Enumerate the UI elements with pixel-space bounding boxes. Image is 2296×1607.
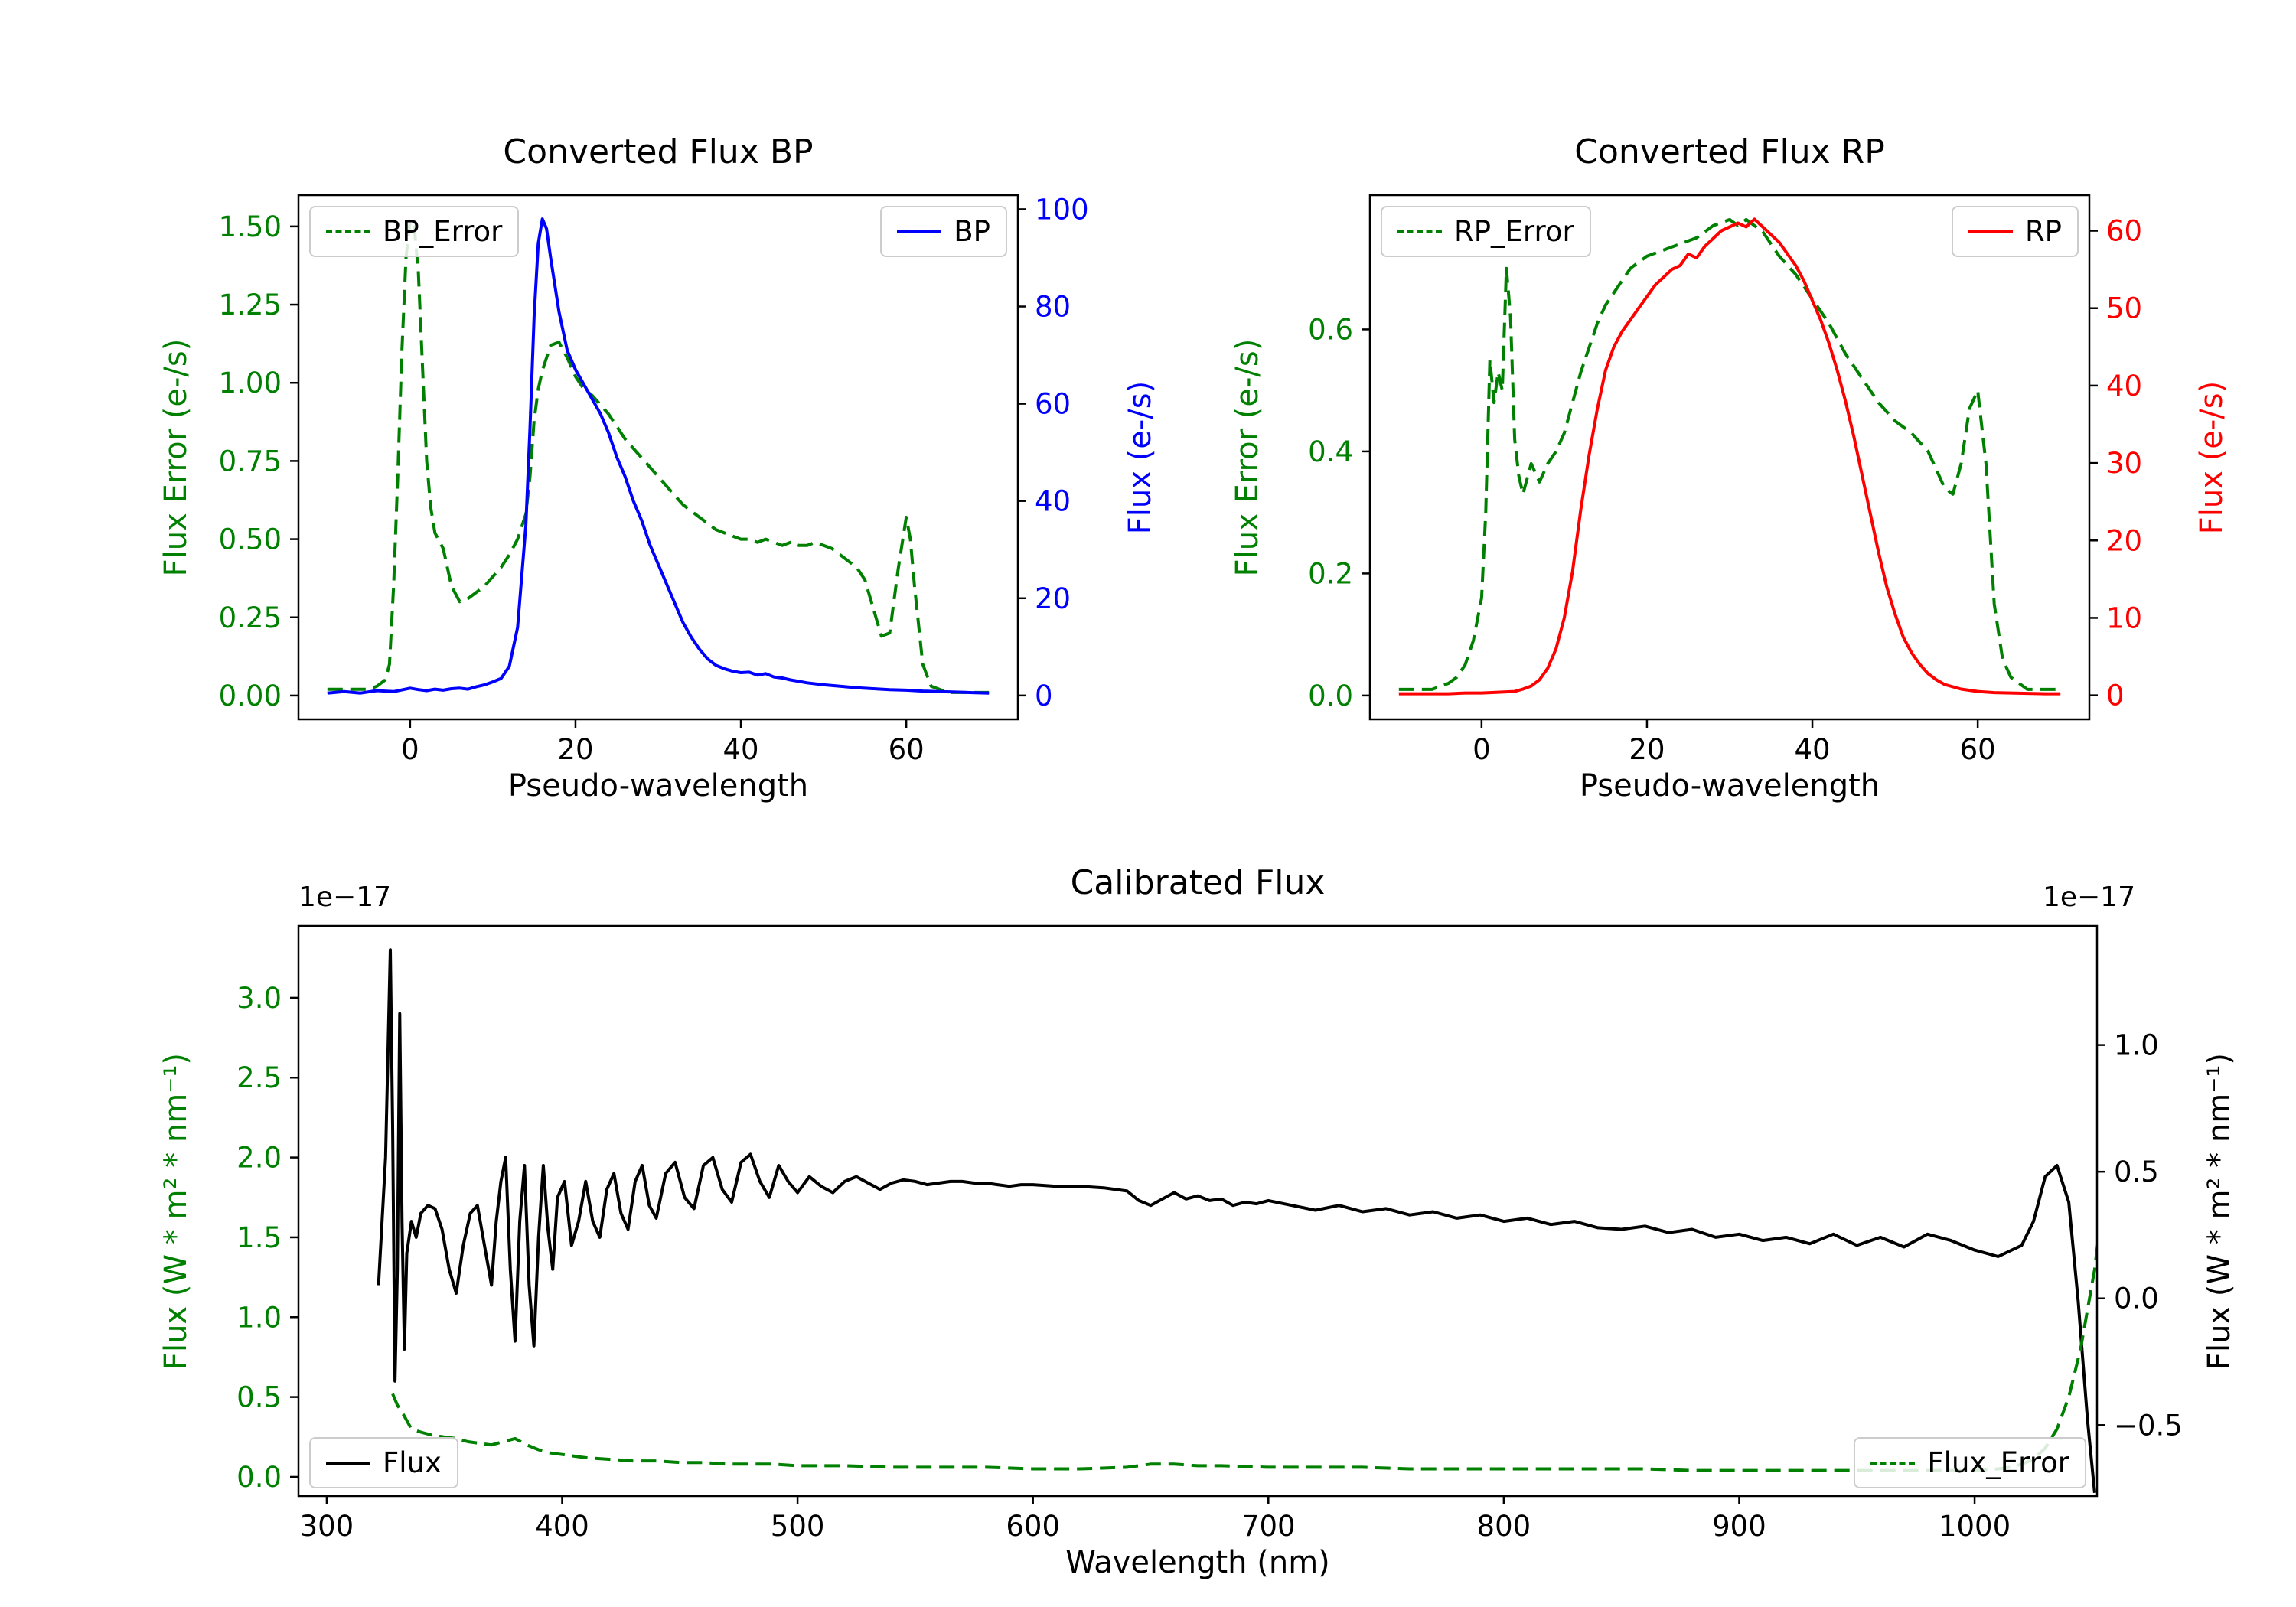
y-tick-label-right: 1.0 xyxy=(2114,1029,2159,1062)
x-tick-label: 1000 xyxy=(1939,1510,2011,1543)
x-axis-label: Pseudo-wavelength xyxy=(507,768,809,804)
y-tick-label-left: 1.5 xyxy=(236,1221,282,1254)
x-axis-label: Wavelength (nm) xyxy=(1065,1545,1330,1580)
y-axis-label-left: Flux Error (e-/s) xyxy=(1230,338,1265,576)
legend-line-sample xyxy=(326,1461,370,1465)
y-tick-label-left: 3.0 xyxy=(236,982,282,1015)
x-tick-label: 60 xyxy=(889,733,925,766)
y-tick-label-left: 2.5 xyxy=(236,1061,282,1094)
y-axis-label-left: Flux Error (e-/s) xyxy=(158,338,194,576)
y-axis-label-left: Flux (W * m² * nm⁻¹) xyxy=(158,1052,194,1370)
y-tick-label-left: 0.5 xyxy=(236,1381,282,1414)
x-axis-label: Pseudo-wavelength xyxy=(1579,768,1880,804)
legend-bp: BP xyxy=(880,206,1007,257)
legend-bp_error: BP_Error xyxy=(309,206,520,257)
x-tick-label: 40 xyxy=(722,733,758,766)
series-bp_error xyxy=(327,218,990,694)
calibrated-flux-chart: Calibrated Flux 1e−17 1e−17 300 400 500 600… xyxy=(158,863,2237,1580)
legend-label: BP_Error xyxy=(383,215,503,248)
y-tick-label-left: 1.00 xyxy=(219,367,282,399)
legend-label: RP xyxy=(2024,215,2062,248)
y-tick-label-left: 0.0 xyxy=(236,1461,282,1494)
legend-label: BP xyxy=(954,215,990,248)
plot-area: 300 400 500 600 700 800 900 1000 0.0 0.5 1.0 1.5 2.0… xyxy=(236,924,2183,1543)
series-flux_error xyxy=(391,1236,2097,1472)
y-tick-label-right: 30 xyxy=(2106,447,2142,480)
x-tick-label: 20 xyxy=(557,733,593,766)
series-bp xyxy=(327,217,990,695)
legend-line-sample xyxy=(897,230,942,233)
y-tick-label-right: 40 xyxy=(2106,370,2142,403)
offset-text-left: 1e−17 xyxy=(298,882,392,913)
x-tick-label: 800 xyxy=(1477,1510,1531,1543)
y-tick-label-right: 0 xyxy=(2106,680,2125,712)
legend-flux: Flux xyxy=(309,1437,458,1488)
x-tick-label: 400 xyxy=(535,1510,589,1543)
y-tick-label-left: 0.0 xyxy=(1308,680,1353,712)
rp-flux-chart: Converted Flux RP 0 20 40 60 0.0 0.2 0.4 0.6 0 10… xyxy=(1230,132,2229,804)
y-tick-label-right: 100 xyxy=(1035,193,1089,226)
chart-title: Converted Flux RP xyxy=(1574,132,1885,171)
y-tick-label-right: 50 xyxy=(2106,292,2142,325)
y-axis-label-right: Flux (e-/s) xyxy=(2194,380,2229,534)
legend-flux_error: Flux_Error xyxy=(1854,1437,2086,1488)
y-axis-label-right: Flux (W * m² * nm⁻¹) xyxy=(2202,1052,2237,1370)
y-tick-label-right: 80 xyxy=(1035,291,1071,324)
x-tick-label: 500 xyxy=(771,1510,825,1543)
plot-area: 0 20 40 60 0.0 0.2 0.4 0.6 0 10 20 30 40 50 60 xyxy=(1308,194,2142,766)
y-tick-label-left: 1.50 xyxy=(219,210,282,243)
y-tick-label-left: 1.25 xyxy=(219,288,282,321)
legend-line-sample xyxy=(1870,1461,1916,1465)
y-tick-label-right: 60 xyxy=(1035,388,1071,421)
x-tick-label: 700 xyxy=(1241,1510,1296,1543)
chart-title: Calibrated Flux xyxy=(1070,863,1326,902)
y-tick-label-left: 0.25 xyxy=(219,601,282,634)
y-tick-label-left: 0.75 xyxy=(219,445,282,478)
chart-title: Converted Flux BP xyxy=(503,132,814,171)
y-tick-label-right: −0.5 xyxy=(2114,1409,2183,1442)
y-tick-label-left: 0.6 xyxy=(1308,313,1353,346)
x-tick-label: 60 xyxy=(1960,733,1996,766)
y-tick-label-right: 0 xyxy=(1035,680,1053,712)
legend-label: Flux xyxy=(383,1446,442,1479)
x-tick-label: 600 xyxy=(1006,1510,1060,1543)
x-tick-label: 0 xyxy=(401,733,419,766)
series-flux xyxy=(377,948,2096,1493)
y-tick-label-right: 20 xyxy=(2106,524,2142,557)
legend-line-sample xyxy=(1397,230,1442,233)
series-rp_error xyxy=(1398,217,2061,691)
x-tick-label: 300 xyxy=(300,1510,354,1543)
legend-label: RP_Error xyxy=(1454,215,1574,248)
y-tick-label-right: 20 xyxy=(1035,582,1071,615)
x-tick-label: 900 xyxy=(1712,1510,1766,1543)
legend-line-sample xyxy=(1968,230,2013,233)
y-tick-label-right: 0.5 xyxy=(2114,1156,2159,1188)
legend-line-sample xyxy=(326,230,370,233)
x-tick-label: 40 xyxy=(1794,733,1830,766)
y-tick-label-left: 0.4 xyxy=(1308,435,1353,468)
legend-label: Flux_Error xyxy=(1927,1446,2069,1479)
series-rp xyxy=(1398,217,2061,696)
y-tick-label-left: 0.00 xyxy=(219,680,282,712)
plot-area: 0 20 40 60 0.00 0.25 0.50 0.75 1.00 1.25 1.50 0 20 40… xyxy=(219,193,1089,766)
y-axis-label-right: Flux (e-/s) xyxy=(1123,380,1158,534)
x-tick-label: 20 xyxy=(1629,733,1665,766)
legend-rp: RP xyxy=(1951,206,2079,257)
y-tick-label-right: 60 xyxy=(2106,215,2142,248)
legend-rp_error: RP_Error xyxy=(1381,206,1591,257)
y-tick-label-left: 0.50 xyxy=(219,523,282,556)
y-tick-label-right: 0.0 xyxy=(2114,1283,2159,1315)
y-tick-label-left: 1.0 xyxy=(236,1301,282,1334)
y-tick-label-right: 40 xyxy=(1035,485,1071,518)
offset-text-right: 1e−17 xyxy=(2042,882,2135,913)
bp-flux-chart: Converted Flux BP 0 20 40 60 0.00 0.25 0.50 0.7… xyxy=(158,132,1158,804)
y-tick-label-right: 10 xyxy=(2106,601,2142,634)
y-tick-label-left: 0.2 xyxy=(1308,557,1353,590)
y-tick-label-left: 2.0 xyxy=(236,1142,282,1175)
x-tick-label: 0 xyxy=(1473,733,1491,766)
